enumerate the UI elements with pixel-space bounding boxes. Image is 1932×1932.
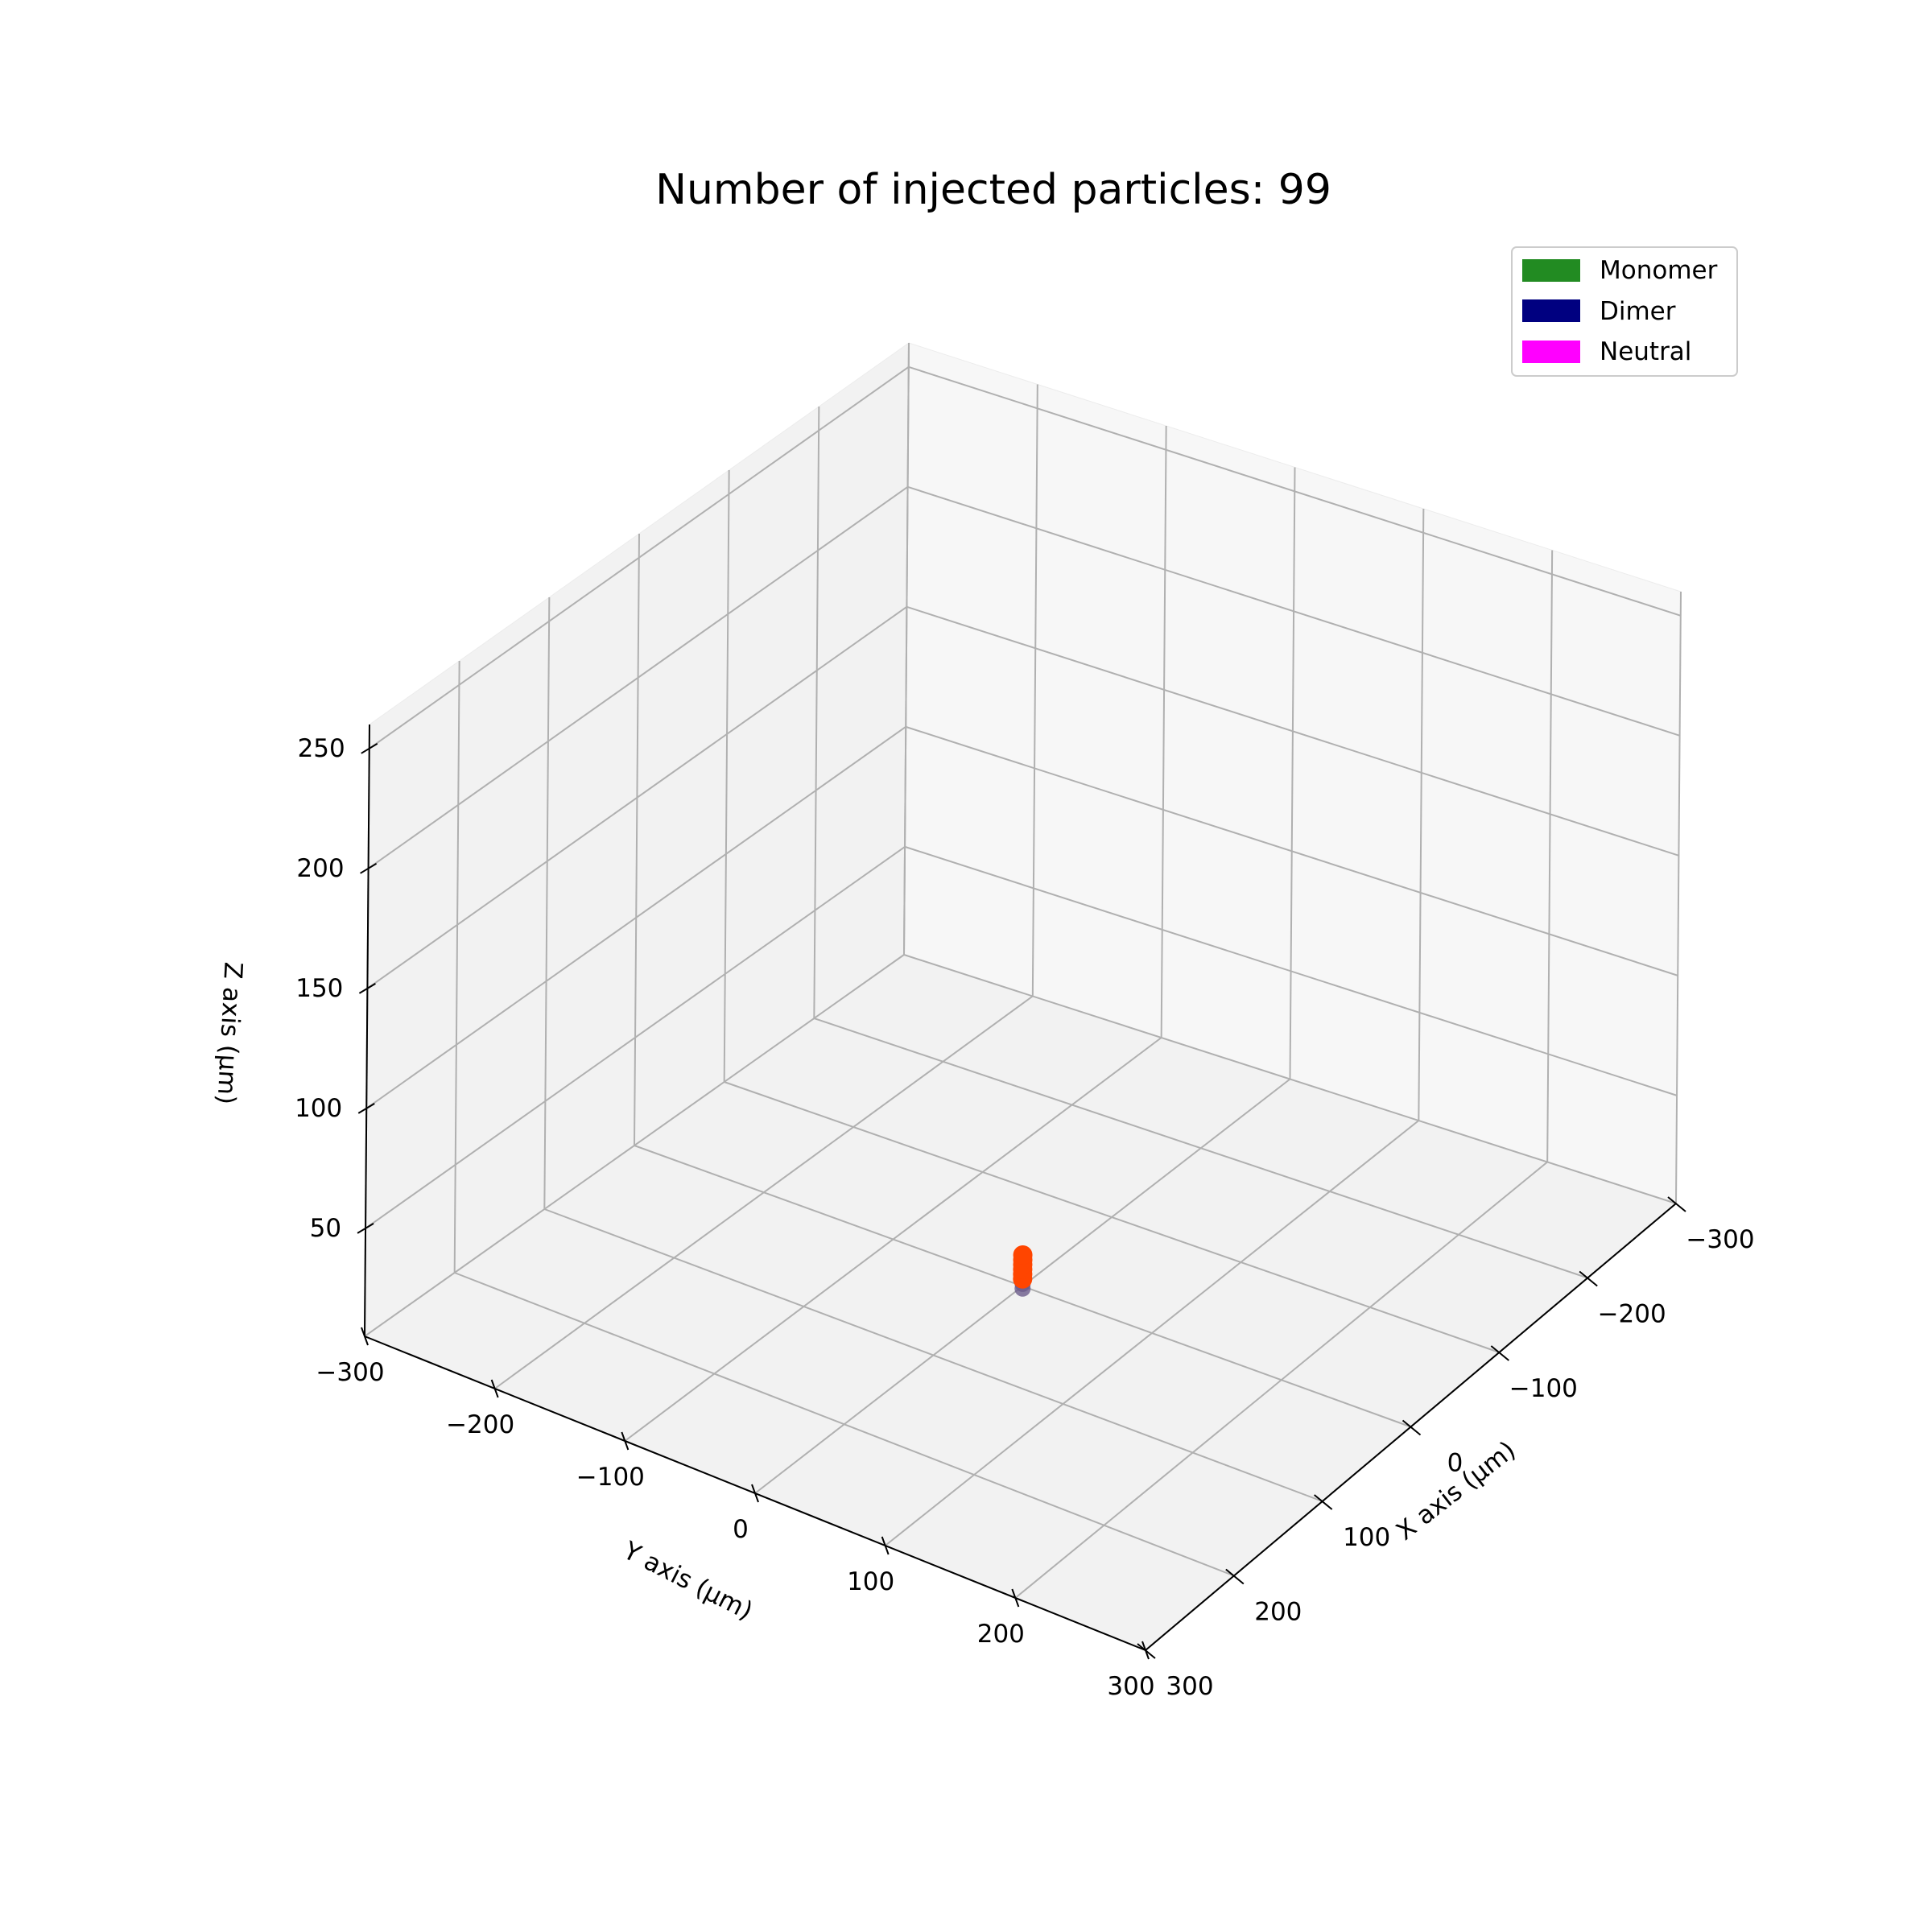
z-tick [358,982,376,994]
x-tick-label: −300 [1686,1225,1754,1254]
z-grid-left [366,606,907,989]
y-tick-label: −100 [576,1463,645,1492]
x-tick-label: 300 [1166,1672,1213,1701]
particle [1013,1245,1033,1265]
y-grid-floor [1014,1161,1548,1599]
legend-swatch-dimer [1522,299,1580,322]
x-tick-label: −200 [1598,1300,1666,1329]
z-grid-left [368,486,909,869]
x-grid-wall [634,533,640,1146]
chart-title: Number of injected particles: 99 [655,166,1331,214]
legend: Monomer Dimer Neutral [1511,246,1738,377]
y-axis-label: Y axis (μm) [618,1536,758,1626]
x-tick [1314,1494,1333,1510]
x-grid-wall [723,469,730,1083]
z-grid-left [365,726,906,1109]
y-tick-label: 200 [977,1620,1025,1649]
legend-label-neutral: Neutral [1600,337,1691,366]
z-grid-left [369,365,910,749]
y-tick [490,1379,499,1398]
z-tick-label: 250 [298,734,345,763]
z-tick [361,742,378,754]
x-tick-label: 200 [1254,1598,1302,1627]
y-grid-floor [885,1120,1419,1546]
x-grid-wall [813,406,820,1019]
x-tick-label: 100 [1343,1523,1390,1552]
x-grid-wall [543,597,551,1210]
x-grid-wall [453,660,460,1274]
z-grid-right [906,605,1679,857]
z-tick [360,862,378,874]
y-tick-label: 300 [1107,1672,1154,1701]
x-tick [1402,1419,1422,1436]
y-tick-label: 100 [847,1567,894,1596]
legend-label-monomer: Monomer [1600,256,1718,285]
particles [1013,1245,1033,1297]
legend-label-dimer: Dimer [1600,297,1676,326]
y-tick-label: −300 [316,1358,384,1387]
x-tick [1579,1270,1598,1287]
z-grid-right [908,365,1682,617]
z-grid-right [907,485,1680,737]
y-tick-label: −200 [446,1410,514,1439]
z-axis-label: Z axis (μm) [211,961,247,1105]
y-tick [621,1431,630,1451]
z-axis-line [364,724,370,1337]
z-grid-right [904,845,1678,1096]
y-tick [881,1536,890,1555]
y-tick-label: 0 [733,1515,749,1544]
z-tick-label: 200 [296,854,344,883]
y-grid-wall [1546,550,1554,1162]
y-tick [751,1484,759,1503]
y-grid-floor [494,995,1034,1389]
y-grid-floor [364,954,905,1337]
z-tick-label: 100 [295,1094,342,1123]
y-tick [1011,1588,1020,1608]
y-grid-wall [1031,384,1038,997]
z-grid-right [905,725,1678,976]
z-grid-left [365,846,906,1229]
y-grid-wall [1418,508,1425,1121]
z-tick-label: 50 [310,1214,341,1243]
z-tick [357,1223,374,1234]
x-tick [1667,1196,1686,1212]
tick-labels: −300 −200 −100 0 100 200 300 −300 −200 −100 0 100 20… [295,734,1755,1701]
x-tick [1137,1643,1156,1659]
y-tick [361,1327,369,1346]
y-grid-wall [1675,591,1682,1204]
x-tick-label: −100 [1509,1374,1578,1403]
y-grid-wall [1289,467,1296,1080]
legend-swatch-monomer [1522,259,1580,282]
x-tick [1225,1568,1245,1585]
x-tick-label: 0 [1447,1449,1463,1478]
legend-swatch-neutral [1522,341,1580,363]
y-grid-wall [1160,425,1167,1038]
x-tick [1490,1345,1509,1361]
y-grid-floor [624,1037,1162,1442]
z-tick-label: 150 [295,974,343,1003]
tick-marks [357,742,1686,1660]
y-grid-wall [903,342,910,956]
z-tick [357,1103,375,1114]
